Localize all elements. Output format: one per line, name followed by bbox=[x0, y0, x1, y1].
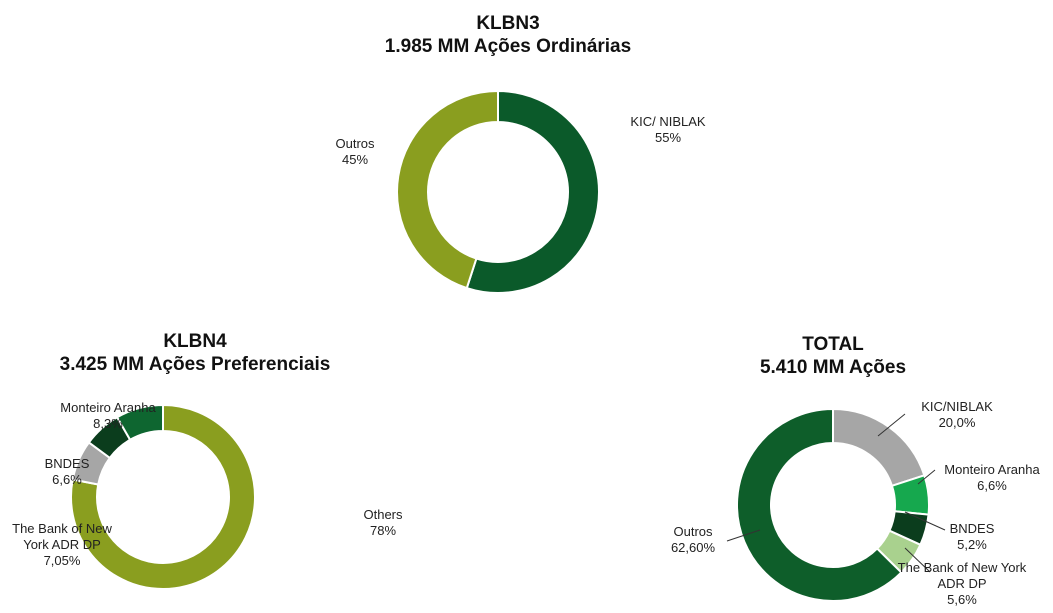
title: KLBN4 bbox=[163, 331, 227, 352]
value-label: 62,60% bbox=[670, 540, 716, 555]
donut-segment bbox=[70, 403, 256, 590]
chart-title: KLBN3 1.985 MM Ações Ordinárias bbox=[385, 12, 631, 58]
donut-segment bbox=[465, 89, 600, 294]
category-label: The Bank of New York ADR DP bbox=[897, 560, 1027, 591]
chart-title: KLBN4 3.425 MM Ações Preferenciais bbox=[60, 330, 331, 376]
value-label: 7,05% bbox=[43, 553, 81, 568]
category-label: KIC/ NIBLAK bbox=[630, 114, 706, 129]
value-label: 45% bbox=[341, 152, 369, 167]
value-label: 78% bbox=[369, 523, 397, 538]
data-label: The Bank of New York ADR DP 7,05% bbox=[5, 521, 120, 569]
title: KLBN3 bbox=[476, 13, 540, 34]
leader-line bbox=[877, 413, 906, 437]
data-label: Outros 62,60% bbox=[653, 524, 733, 556]
data-label: Monteiro Aranha 6,6% bbox=[927, 462, 1053, 494]
category-label: Outros bbox=[335, 136, 375, 151]
data-label: Monteiro Aranha 8,3% bbox=[38, 400, 178, 432]
leader-line bbox=[904, 547, 931, 573]
donut-segment bbox=[115, 403, 164, 442]
data-label: KIC/ NIBLAK 55% bbox=[608, 114, 728, 146]
category-label: Outros bbox=[673, 524, 713, 539]
title: TOTAL bbox=[802, 334, 864, 355]
category-label: The Bank of New York ADR DP bbox=[12, 521, 112, 552]
chart-title: TOTAL 5.410 MM Ações bbox=[760, 333, 906, 379]
category-label: Monteiro Aranha bbox=[944, 462, 1040, 477]
data-label: BNDES 5,2% bbox=[932, 521, 1012, 553]
leader-line bbox=[904, 511, 946, 531]
donut-segment bbox=[396, 89, 499, 290]
subtitle: 5.410 MM Ações bbox=[759, 357, 907, 378]
category-label: KIC/NIBLAK bbox=[921, 399, 993, 414]
data-label: Outros 45% bbox=[315, 136, 395, 168]
value-label: 5,6% bbox=[947, 592, 977, 607]
subtitle: 3.425 MM Ações Preferenciais bbox=[59, 354, 331, 375]
data-label: KIC/NIBLAK 20,0% bbox=[897, 399, 1017, 431]
category-label: BNDES bbox=[949, 521, 995, 536]
value-label: 5,2% bbox=[957, 537, 987, 552]
value-label: 55% bbox=[654, 130, 682, 145]
category-label: Others bbox=[363, 507, 403, 522]
value-label: 8,3% bbox=[93, 416, 123, 431]
leader-line bbox=[917, 469, 936, 485]
value-label: 6,6% bbox=[977, 478, 1007, 493]
data-label: The Bank of New York ADR DP 5,6% bbox=[897, 560, 1027, 608]
subtitle: 1.985 MM Ações Ordinárias bbox=[384, 36, 632, 57]
data-label: BNDES 6,6% bbox=[27, 456, 107, 488]
data-label: Others 78% bbox=[343, 507, 423, 539]
category-label: BNDES bbox=[44, 456, 90, 471]
leader-line bbox=[726, 529, 761, 542]
value-label: 6,6% bbox=[52, 472, 82, 487]
value-label: 20,0% bbox=[938, 415, 976, 430]
donut-segment bbox=[736, 407, 903, 602]
category-label: Monteiro Aranha bbox=[60, 400, 156, 415]
